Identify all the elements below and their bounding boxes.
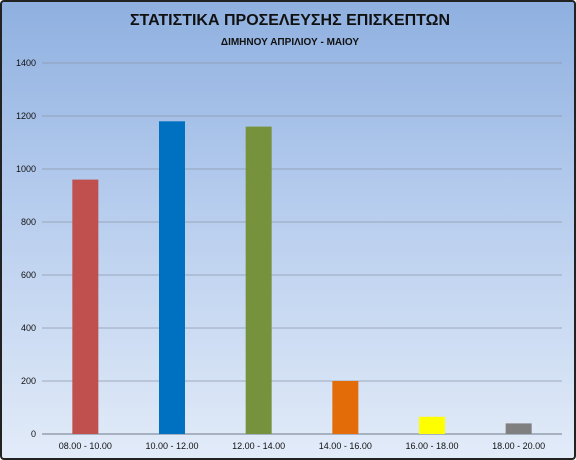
y-tick-label: 600 <box>21 270 36 280</box>
x-tick-label: 10.00 - 12.00 <box>145 441 198 451</box>
y-tick-label: 1200 <box>16 111 36 121</box>
bar <box>159 121 185 435</box>
y-tick-label: 400 <box>21 323 36 333</box>
x-tick-label: 08.00 - 10.00 <box>59 441 112 451</box>
x-tick-label: 14.00 - 16.00 <box>319 441 372 451</box>
chart-subtitle: ΔΙΜΗΝΟΥ ΑΠΡΙΛΙΟΥ - ΜΑΙΟΥ <box>220 37 360 48</box>
x-tick-label: 12.00 - 14.00 <box>232 441 285 451</box>
bar <box>419 416 445 434</box>
x-tick-label: 16.00 - 18.00 <box>405 441 458 451</box>
y-tick-label: 0 <box>31 429 36 439</box>
y-tick-label: 800 <box>21 217 36 227</box>
y-tick-label: 200 <box>21 376 36 386</box>
bar <box>505 423 532 434</box>
y-tick-label: 1000 <box>16 164 36 174</box>
y-tick-label: 1400 <box>16 58 36 68</box>
chart-title: ΣΤΑΤΙΣΤΙΚΑ ΠΡΟΣΕΛΕΥΣΗΣ ΕΠΙΣΚΕΠΤΩΝ <box>129 12 451 29</box>
x-tick-label: 18.00 - 20.00 <box>492 441 545 451</box>
bar <box>332 381 359 434</box>
bar <box>72 179 99 434</box>
bar <box>245 126 272 434</box>
